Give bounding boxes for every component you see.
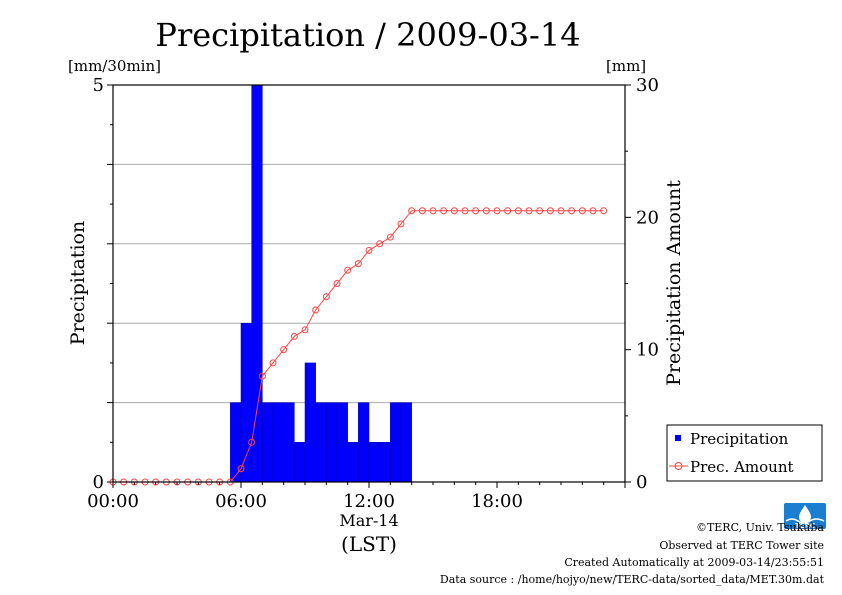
footer-source: Data source : /home/hojyo/new/TERC-data/… [440,573,825,586]
x-tick-label: 12:00 [343,491,395,512]
x-tick-label: 00:00 [87,491,139,512]
logo-text: TERC [795,522,815,530]
legend-amount-label: Prec. Amount [690,458,794,476]
precipitation-bar [272,402,284,483]
amount-point [344,266,352,274]
amount-point [440,207,448,215]
amount-point [557,207,565,215]
amount-point [237,465,245,473]
precipitation-bar [358,402,370,483]
amount-point [248,438,256,446]
precipitation-bar [304,362,316,483]
axis-tick-labels: 0 5 0 10 20 30 00:00 06:00 12:00 18:00 [87,75,659,512]
amount-point [589,207,597,215]
amount-point [397,220,405,228]
amount-point [450,207,458,215]
precipitation-bar [326,402,338,483]
amount-point [461,207,469,215]
amount-point [429,207,437,215]
left-tick-label: 5 [93,75,104,96]
amount-point [493,207,501,215]
legend-box [666,424,823,482]
footer-created: Created Automatically at 2009-03-14/23:5… [564,556,824,569]
amount-point [546,207,554,215]
precipitation-bar [347,442,359,483]
amount-point [578,207,586,215]
x-axis-date-label: Mar-14 [339,511,398,530]
precipitation-bar [400,402,412,483]
legend-precipitation-label: Precipitation [690,430,789,448]
wave-icon [785,518,825,524]
precipitation-bar [336,402,348,483]
amount-point [418,207,426,215]
legend-precipitation-marker [675,435,681,441]
precipitation-bar [390,402,402,483]
amount-point [280,346,288,354]
grid-lines [113,163,625,404]
chart-title: Precipitation / 2009-03-14 [155,16,580,54]
amount-point [376,240,384,248]
amount-point [301,326,309,334]
right-tick-label: 0 [636,472,647,493]
water-drop-icon [799,505,811,523]
terc-logo: TERC [784,503,826,530]
right-unit-label: [mm] [606,57,646,75]
precipitation-bar [368,442,380,483]
precipitation-bar [251,84,263,483]
x-axis-title: (LST) [341,532,397,556]
amount-point [482,207,490,215]
precipitation-bar [379,442,391,483]
amount-point [504,207,512,215]
amount-point [322,293,330,301]
right-axis-title: Precipitation Amount [663,180,685,386]
footer-credit: ©TERC, Univ. Tsukuba [696,521,824,534]
amount-point [568,207,576,215]
legend-amount-marker [674,462,683,470]
precipitation-bar [315,402,327,483]
right-tick-label: 20 [636,207,659,228]
amount-point [386,233,394,241]
precipitation-bar [240,322,252,483]
amount-point [269,359,277,367]
axis-ticks [107,84,631,488]
precipitation-bars [230,84,412,483]
right-tick-label: 30 [636,75,659,96]
x-tick-label: 06:00 [215,491,267,512]
amount-point [600,207,608,215]
amount-point [514,207,522,215]
amount-point [408,207,416,215]
amount-point [333,280,341,287]
legend: Precipitation Prec. Amount [666,424,823,482]
left-axis-title: Precipitation [67,221,89,345]
amount-point [365,246,373,254]
amount-point [312,306,320,314]
amount-point [472,207,480,215]
right-tick-label: 10 [636,340,659,361]
footer-observed: Observed at TERC Tower site [659,539,824,552]
left-tick-label: 0 [93,472,104,493]
amount-point [354,260,362,268]
amount-point [258,372,266,380]
amount-point [290,332,298,340]
precipitation-bar [262,402,274,483]
amount-point [536,207,544,215]
x-tick-label: 18:00 [471,491,523,512]
amount-point [525,207,533,215]
precipitation-bar [283,402,295,483]
precipitation-bar [294,442,306,483]
left-unit-label: [mm/30min] [68,57,161,75]
